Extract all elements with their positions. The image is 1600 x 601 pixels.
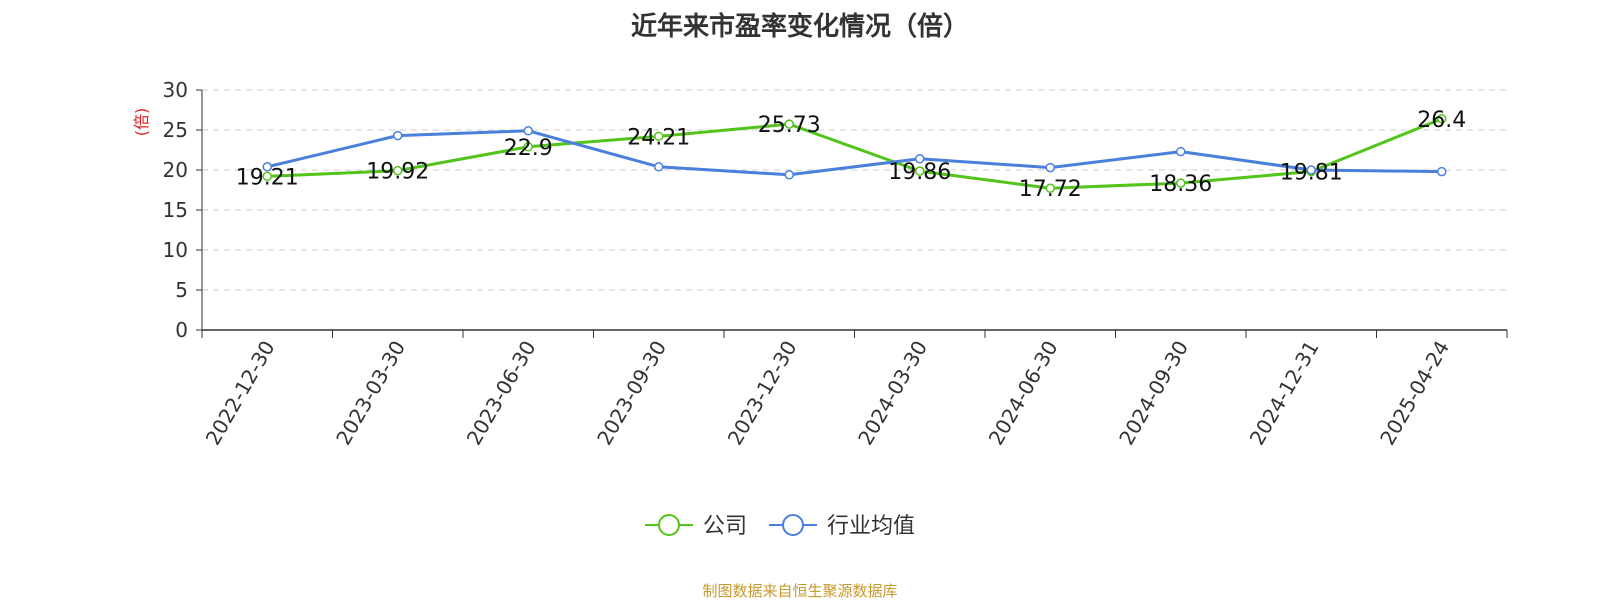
x-tick-label: 2023-09-30 [592, 337, 671, 450]
y-tick-label: 15 [163, 198, 188, 222]
data-point[interactable] [393, 165, 403, 176]
legend-item-0[interactable]: 公司 [645, 514, 747, 539]
x-tick-label: 2024-09-30 [1114, 337, 1193, 450]
data-point[interactable] [1437, 114, 1447, 124]
data-label: 24.21 [627, 125, 690, 150]
legend-item-1[interactable]: 行业均值 [769, 514, 915, 539]
x-tick-label: 2023-03-30 [331, 337, 410, 450]
legend-label: 行业均值 [827, 514, 915, 539]
data-point[interactable] [523, 142, 533, 152]
legend-label: 公司 [703, 514, 747, 539]
y-tick-label: 20 [163, 158, 188, 182]
data-point[interactable] [1176, 178, 1186, 188]
data-point[interactable] [1045, 183, 1055, 193]
data-point[interactable] [1437, 166, 1447, 177]
data-label: 19.86 [888, 160, 951, 185]
x-tick-label: 2022-12-30 [201, 337, 280, 450]
data-point[interactable] [1176, 146, 1186, 157]
data-point[interactable] [654, 162, 664, 172]
source-note: 制图数据来自恒生聚源数据库 [702, 582, 898, 600]
data-label: 19.21 [236, 165, 299, 190]
y-unit-label: (倍) [132, 108, 151, 137]
data-label: 19.92 [366, 160, 429, 185]
data-label: 19.81 [1280, 161, 1343, 186]
data-point[interactable] [1045, 162, 1055, 173]
y-tick-label: 5 [175, 278, 188, 302]
data-point[interactable] [523, 126, 533, 136]
y-tick-label: 30 [163, 78, 188, 102]
y-tick-label: 0 [175, 318, 188, 342]
data-point[interactable] [654, 131, 664, 142]
x-tick-label: 2023-06-30 [462, 337, 541, 450]
x-tick-label: 2024-12-31 [1245, 337, 1324, 450]
data-point[interactable] [784, 170, 794, 180]
legend-marker [782, 514, 804, 536]
x-tick-label: 2025-04-24 [1375, 337, 1454, 450]
series-line-0 [267, 117, 1443, 190]
chart-title: 近年来市盈率变化情况（倍） [630, 12, 969, 42]
series-line-1 [266, 129, 1442, 177]
grid-lines [202, 89, 1507, 291]
data-point[interactable] [1306, 165, 1316, 175]
x-tick-label: 2024-06-30 [984, 337, 1063, 450]
legend-marker [658, 514, 680, 536]
data-label: 22.9 [504, 136, 553, 161]
data-labels: 19.21 19.92 22.9 24.21 25.73 19.86 17.72 18.36 1… [236, 108, 1466, 202]
data-label: 17.72 [1019, 177, 1082, 202]
data-point[interactable] [262, 171, 272, 182]
x-tick-label: 2023-12-30 [723, 337, 802, 450]
data-point[interactable] [915, 154, 925, 164]
series-lines [262, 114, 1447, 193]
data-point[interactable] [262, 162, 272, 172]
data-point[interactable] [393, 130, 403, 141]
data-point[interactable] [915, 166, 925, 176]
y-tick-label: 25 [163, 118, 188, 142]
data-label: 25.73 [758, 113, 821, 138]
data-point[interactable] [784, 119, 794, 129]
legend[interactable]: 公司 行业均值 [645, 514, 915, 539]
x-tick-label: 2024-03-30 [853, 337, 932, 450]
data-label: 18.36 [1149, 172, 1212, 197]
y-tick-label: 10 [163, 238, 188, 262]
data-label: 26.4 [1417, 108, 1466, 133]
